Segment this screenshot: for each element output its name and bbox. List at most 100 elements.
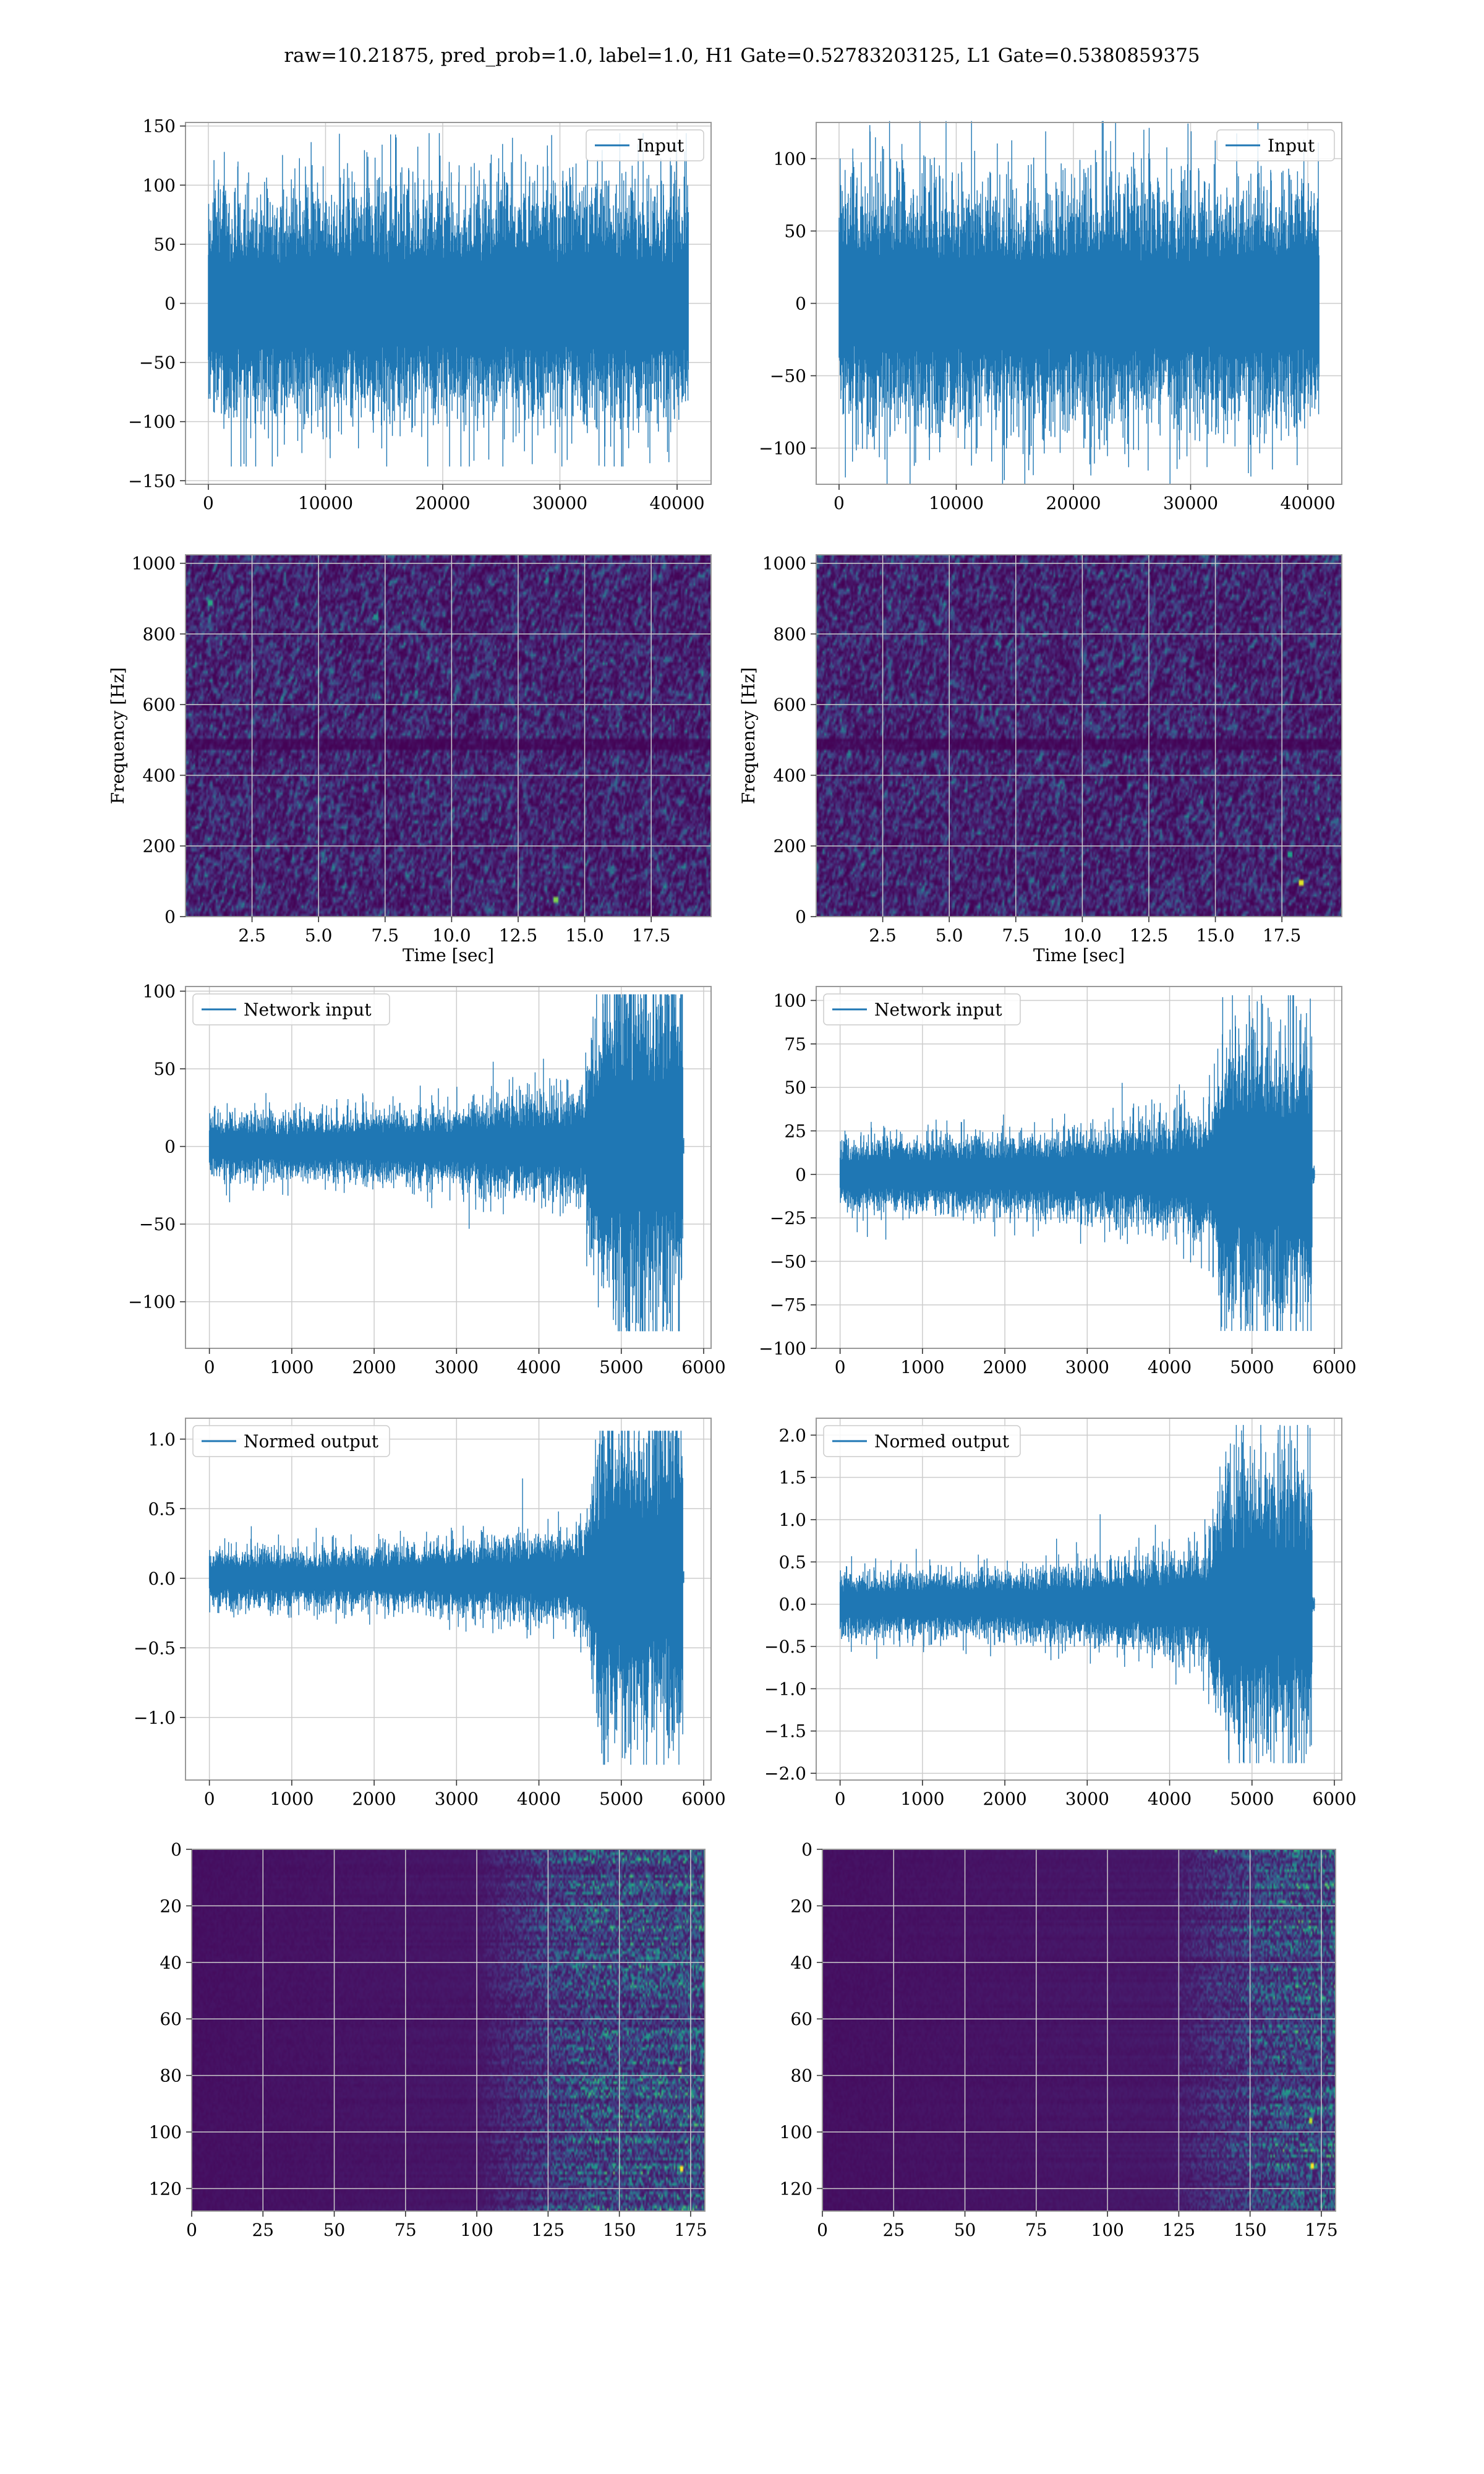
y-tick-label: −50 xyxy=(139,1214,176,1235)
y-tick-label: 40 xyxy=(790,1953,812,1973)
legend: Input xyxy=(1216,129,1335,161)
x-tick-label: 1000 xyxy=(270,1357,313,1377)
chart-panel: Input 0 10000 20000 30000 40000 −100 −50 0 50 100 xyxy=(759,121,1342,513)
x-tick-label: 5.0 xyxy=(936,925,963,946)
y-tick-label: −100 xyxy=(128,1292,176,1312)
x-tick-label: 150 xyxy=(1234,2220,1266,2240)
y-tick-label: 0 xyxy=(795,1165,806,1185)
legend-box xyxy=(1216,129,1335,161)
x-tick-label: 0 xyxy=(835,1789,846,1809)
legend: Network input xyxy=(192,993,390,1025)
x-tick-label: 12.5 xyxy=(1130,925,1168,946)
x-tick-label: 40000 xyxy=(1281,493,1336,513)
x-tick-label: 4000 xyxy=(1148,1357,1192,1377)
y-tick-label: 0 xyxy=(795,907,806,927)
y-tick-label: 1.0 xyxy=(778,1510,806,1530)
y-tick-label: 60 xyxy=(790,2009,812,2029)
y-tick-label: 400 xyxy=(774,765,806,785)
x-tick-label: 0 xyxy=(186,2220,197,2240)
y-tick-label: 120 xyxy=(780,2178,812,2199)
x-tick-label: 2000 xyxy=(983,1357,1026,1377)
heatmap-image xyxy=(192,1849,705,2211)
x-tick-label: 0 xyxy=(204,1357,215,1377)
x-tick-label: 30000 xyxy=(1163,493,1218,513)
chart-panel: 0 25 50 75 100 125 150 175 0 20 40 60 80 100 120 xyxy=(149,1839,707,2240)
y-tick-label: −1.5 xyxy=(764,1721,806,1742)
chart-panel: 2.5 5.0 7.5 10.0 12.5 15.0 17.5 0 200 400 600 800 10… xyxy=(738,554,1342,965)
y-tick-label: 80 xyxy=(790,2066,812,2086)
y-tick-label: 100 xyxy=(774,991,806,1011)
y-tick-label: 1.0 xyxy=(148,1429,176,1450)
x-tick-label: 7.5 xyxy=(372,925,399,946)
y-tick-label: 100 xyxy=(774,149,806,169)
signal-series-line xyxy=(839,1424,1315,1763)
y-tick-label: 600 xyxy=(774,695,806,715)
axes-frame xyxy=(185,1418,712,1781)
y-tick-label: 100 xyxy=(143,982,176,1002)
axes-frame xyxy=(185,554,712,917)
legend-label: Network input xyxy=(244,999,372,1020)
y-tick-label: −100 xyxy=(759,439,806,459)
x-tick-label: 10000 xyxy=(298,493,353,513)
x-tick-label: 17.5 xyxy=(632,925,670,946)
axes-frame xyxy=(816,1418,1342,1781)
x-tick-label: 20000 xyxy=(415,493,470,513)
x-tick-label: 0 xyxy=(204,1789,215,1809)
axes-frame xyxy=(185,986,712,1349)
y-tick-label: −50 xyxy=(770,366,806,387)
x-tick-label: 2000 xyxy=(352,1789,396,1809)
y-tick-label: −150 xyxy=(128,471,176,491)
y-tick-label: −1.0 xyxy=(134,1708,176,1728)
legend-label: Network input xyxy=(874,999,1002,1020)
legend: Network input xyxy=(823,993,1021,1025)
y-tick-label: 800 xyxy=(143,624,176,644)
legend-box xyxy=(192,1425,390,1457)
chart-panel: Normed output 0 1000 2000 3000 4000 5000 6000 −2… xyxy=(764,1418,1357,1809)
y-axis-label: Frequency [Hz] xyxy=(108,667,128,804)
y-tick-label: −100 xyxy=(759,1338,806,1359)
x-tick-label: 4000 xyxy=(1148,1789,1192,1809)
x-tick-label: 5000 xyxy=(1230,1357,1274,1377)
signal-series-line xyxy=(208,994,684,1332)
y-tick-label: 800 xyxy=(774,624,806,644)
x-tick-label: 17.5 xyxy=(1263,925,1301,946)
x-tick-label: 40000 xyxy=(650,493,705,513)
y-tick-label: 1000 xyxy=(762,554,806,574)
x-tick-label: 125 xyxy=(1162,2220,1195,2240)
y-tick-label: 400 xyxy=(143,765,176,785)
x-tick-label: 75 xyxy=(1025,2220,1047,2240)
x-tick-label: 1000 xyxy=(270,1789,313,1809)
x-tick-label: 10.0 xyxy=(1063,925,1101,946)
y-tick-label: 60 xyxy=(160,2009,182,2029)
y-tick-label: −2.0 xyxy=(764,1763,806,1784)
chart-panel: 0 25 50 75 100 125 150 175 0 20 40 60 80 100 120 xyxy=(780,1839,1338,2240)
axes-frame xyxy=(191,1849,706,2212)
y-tick-label: 50 xyxy=(784,1077,806,1098)
y-tick-label: 0.0 xyxy=(778,1594,806,1615)
legend: Normed output xyxy=(823,1425,1021,1457)
x-axis-label: Time [sec] xyxy=(403,945,494,965)
y-tick-label: 100 xyxy=(143,175,176,195)
y-tick-label: 0 xyxy=(171,1839,182,1860)
x-tick-label: 1000 xyxy=(900,1789,944,1809)
y-tick-label: 600 xyxy=(143,695,176,715)
y-tick-label: 50 xyxy=(153,1059,176,1079)
x-tick-label: 6000 xyxy=(681,1789,725,1809)
y-tick-label: −0.5 xyxy=(764,1637,806,1657)
x-tick-label: 12.5 xyxy=(499,925,537,946)
x-tick-label: 0 xyxy=(817,2220,828,2240)
x-tick-label: 10.0 xyxy=(432,925,471,946)
chart-panel: Normed output 0 1000 2000 3000 4000 5000 6000 −1… xyxy=(134,1418,726,1809)
x-axis-label: Time [sec] xyxy=(1033,945,1125,965)
signal-series-line xyxy=(208,133,689,467)
y-tick-label: −50 xyxy=(770,1251,806,1272)
signal-series-line xyxy=(839,995,1315,1331)
y-tick-label: 2.0 xyxy=(778,1425,806,1445)
y-tick-label: 0 xyxy=(795,294,806,314)
y-tick-label: −25 xyxy=(770,1208,806,1228)
x-tick-label: 1000 xyxy=(900,1357,944,1377)
x-tick-label: 4000 xyxy=(517,1357,561,1377)
